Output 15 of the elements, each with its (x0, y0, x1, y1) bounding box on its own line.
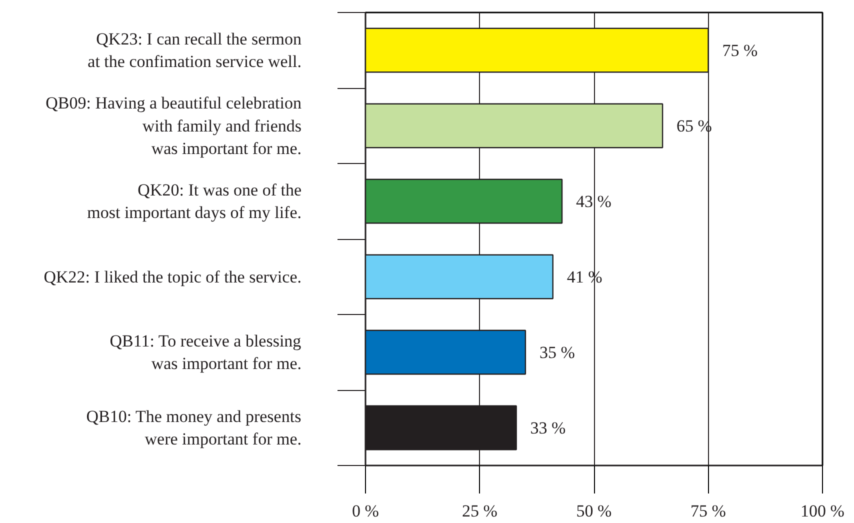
x-tick-label: 75 % (690, 502, 726, 520)
data-label: 33 % (530, 418, 566, 438)
x-tick-label: 100 % (800, 502, 844, 520)
y-tick-label: QK20: It was one of the most important days of my life. (87, 180, 302, 222)
x-tick-label: 50 % (576, 502, 612, 520)
y-tick-label: QK23: I can recall the sermon at the confimation service well. (88, 29, 302, 72)
y-tick-label: QB10: The money and presents were important for me. (86, 406, 302, 449)
x-tick-label: 25 % (462, 502, 498, 520)
data-label: 35 % (539, 342, 575, 362)
data-label: 75 % (722, 40, 758, 60)
y-tick-label: QK22: I liked the topic of the service. (44, 267, 302, 286)
y-tick-label: QB11: To receive a blessing was important for me. (110, 331, 302, 374)
y-tick-label: QB09: Having a beautiful celebration with family and friends was important for me. (46, 93, 302, 158)
data-label: 43 % (576, 192, 612, 211)
x-tick-label: 0 % (352, 502, 379, 520)
